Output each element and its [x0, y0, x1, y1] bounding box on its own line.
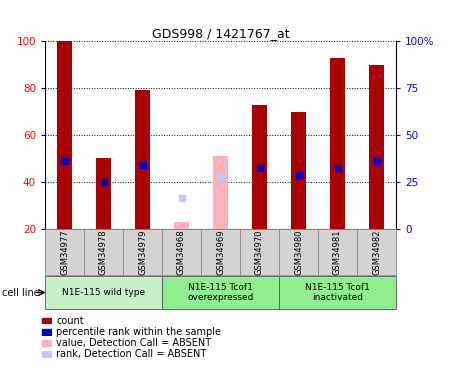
Text: GSM34968: GSM34968	[177, 230, 186, 275]
FancyBboxPatch shape	[45, 229, 84, 275]
Text: GSM34982: GSM34982	[372, 230, 381, 275]
FancyBboxPatch shape	[357, 229, 396, 275]
Bar	[174, 222, 189, 229]
Text: cell line: cell line	[2, 288, 40, 297]
Text: GSM34980: GSM34980	[294, 230, 303, 275]
FancyBboxPatch shape	[45, 276, 162, 309]
Bar	[369, 64, 384, 229]
Bar	[252, 105, 267, 229]
Bar	[96, 158, 111, 229]
FancyBboxPatch shape	[123, 229, 162, 275]
Text: N1E-115 Tcof1
inactivated: N1E-115 Tcof1 inactivated	[305, 283, 370, 302]
Text: rank, Detection Call = ABSENT: rank, Detection Call = ABSENT	[56, 350, 207, 359]
Bar	[41, 340, 50, 346]
Text: count: count	[56, 316, 84, 326]
FancyBboxPatch shape	[162, 276, 279, 309]
FancyBboxPatch shape	[202, 229, 239, 275]
FancyBboxPatch shape	[162, 229, 201, 275]
Bar	[135, 90, 150, 229]
Text: GSM34978: GSM34978	[99, 230, 108, 275]
Text: N1E-115 Tcof1
overexpressed: N1E-115 Tcof1 overexpressed	[187, 283, 254, 302]
Bar	[213, 156, 228, 229]
Bar	[330, 58, 345, 229]
Bar	[41, 329, 50, 335]
Text: percentile rank within the sample: percentile rank within the sample	[56, 327, 221, 337]
Text: GSM34977: GSM34977	[60, 230, 69, 275]
FancyBboxPatch shape	[240, 229, 279, 275]
Text: N1E-115 wild type: N1E-115 wild type	[62, 288, 145, 297]
FancyBboxPatch shape	[319, 229, 356, 275]
Bar	[41, 318, 50, 324]
Text: GSM34970: GSM34970	[255, 230, 264, 275]
FancyBboxPatch shape	[279, 229, 318, 275]
Text: GSM34979: GSM34979	[138, 230, 147, 275]
FancyBboxPatch shape	[85, 229, 122, 275]
Bar	[291, 112, 306, 229]
Text: GSM34981: GSM34981	[333, 230, 342, 275]
Bar	[57, 41, 72, 229]
Text: value, Detection Call = ABSENT: value, Detection Call = ABSENT	[56, 338, 212, 348]
Title: GDS998 / 1421767_at: GDS998 / 1421767_at	[152, 27, 289, 40]
Bar	[41, 351, 50, 357]
Text: GSM34969: GSM34969	[216, 230, 225, 275]
FancyBboxPatch shape	[279, 276, 396, 309]
